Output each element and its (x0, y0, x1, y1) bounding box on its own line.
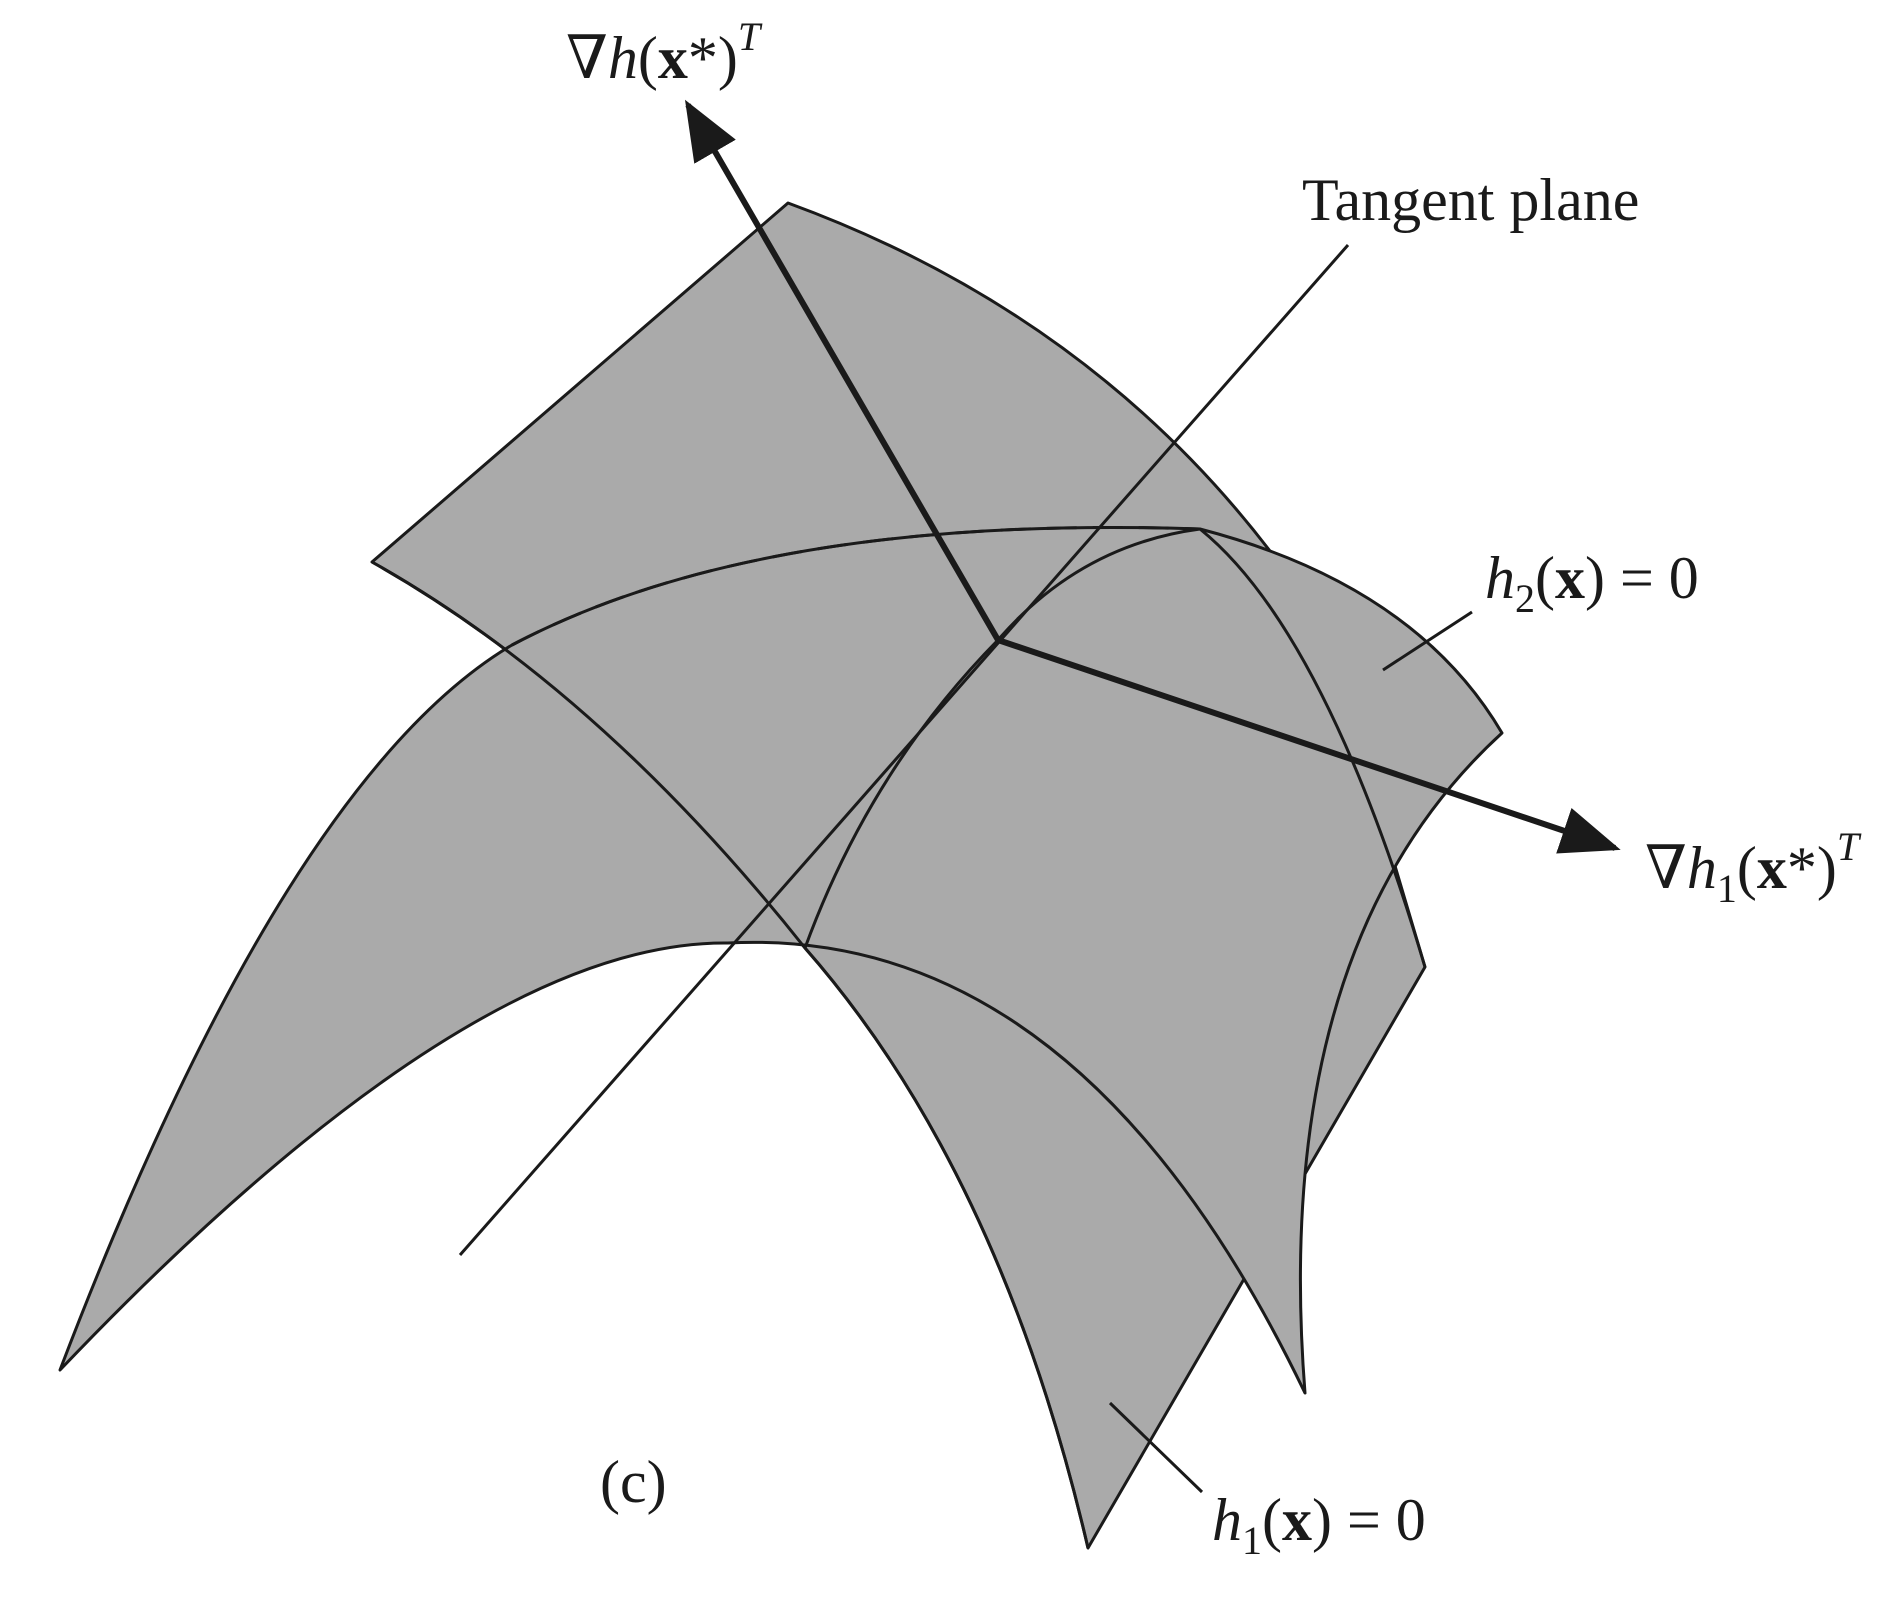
intersection-curve (803, 527, 1201, 949)
grad-h1-label: ∇h1(x*)T (1645, 824, 1862, 911)
h1-surface-label: h1(x) = 0 (1212, 1487, 1426, 1563)
h1-crease-right (1199, 527, 1427, 968)
figure-caption: (c) (600, 1449, 667, 1515)
h2-leader-line (1382, 610, 1473, 672)
h1-crease-left (371, 560, 1090, 1549)
grad-h-label: ∇h(x*)T (566, 14, 763, 91)
surface-h2 (58, 525, 1504, 1395)
tangent-line (458, 244, 1350, 1256)
grad-h1-arrow (997, 637, 1621, 854)
h1-leader-line (1108, 1401, 1204, 1494)
grad-h-arrow (684, 99, 1001, 642)
tangent-plane-label: Tangent plane (1302, 167, 1639, 233)
h2-surface-label: h2(x) = 0 (1485, 545, 1699, 621)
